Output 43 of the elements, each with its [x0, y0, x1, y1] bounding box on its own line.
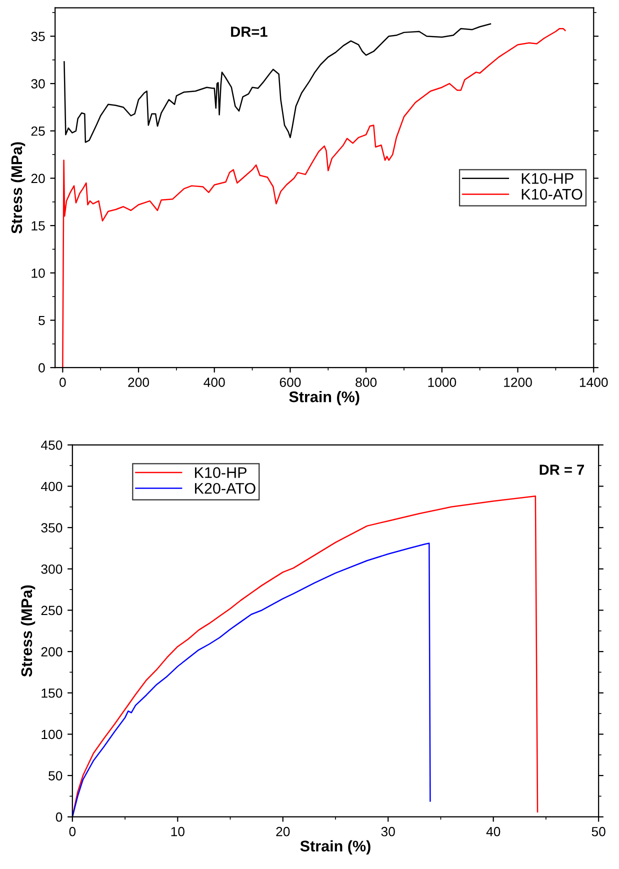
x-tick-label: 40	[486, 826, 500, 836]
y-tick-label: 0	[56, 812, 62, 822]
y-tick-label: 0	[38, 363, 45, 372]
x-tick-label: 30	[381, 826, 395, 836]
x-tick-label: 1200	[504, 378, 532, 387]
y-tick-label: 35	[31, 32, 45, 42]
line-series	[72, 542, 431, 817]
line-series	[64, 23, 492, 143]
y-tick-label: 10	[32, 268, 45, 278]
x-tick-label: 1400	[580, 378, 608, 387]
y-tick-label: 300	[41, 564, 62, 574]
x-tick-label: 20	[276, 826, 290, 836]
legend-label: K10-HP	[522, 173, 574, 184]
x-tick-label: 50	[592, 826, 606, 836]
x-axis-title: Strain (%)	[300, 840, 370, 855]
x-tick-label: 400	[204, 378, 225, 387]
legend-label: K10-ATO	[522, 188, 582, 200]
y-tick-label: 15	[32, 221, 45, 230]
y-tick-label: 50	[48, 771, 62, 780]
y-tick-label: 5	[38, 316, 45, 326]
y-tick-label: 450	[40, 440, 62, 450]
y-tick-label: 100	[42, 730, 62, 740]
y-axis-title: Stress (MPa)	[20, 585, 36, 677]
y-tick-label: 150	[42, 688, 62, 698]
x-tick-label: 200	[128, 378, 150, 387]
annotation: DR = 7	[540, 464, 584, 475]
y-tick-label: 25	[31, 126, 45, 136]
x-tick-label: 600	[280, 378, 301, 387]
y-tick-label: 200	[41, 647, 62, 656]
y-tick-label: 20	[31, 174, 45, 184]
x-tick-label: 0	[69, 826, 76, 836]
x-tick-label: 10	[171, 826, 184, 836]
annotation: DR=1	[231, 26, 268, 37]
x-tick-label: 1000	[428, 378, 456, 387]
y-axis-title: Stress (MPa)	[10, 142, 26, 234]
y-tick-label: 30	[31, 79, 45, 88]
x-axis-title: Strain (%)	[289, 391, 360, 406]
legend-label: K20-ATO	[195, 482, 256, 494]
x-tick-label: 800	[356, 378, 377, 387]
legend-label: K10-HP	[195, 467, 246, 478]
y-tick-label: 350	[41, 523, 62, 532]
y-tick-label: 400	[40, 482, 62, 492]
y-tick-label: 250	[41, 606, 62, 616]
